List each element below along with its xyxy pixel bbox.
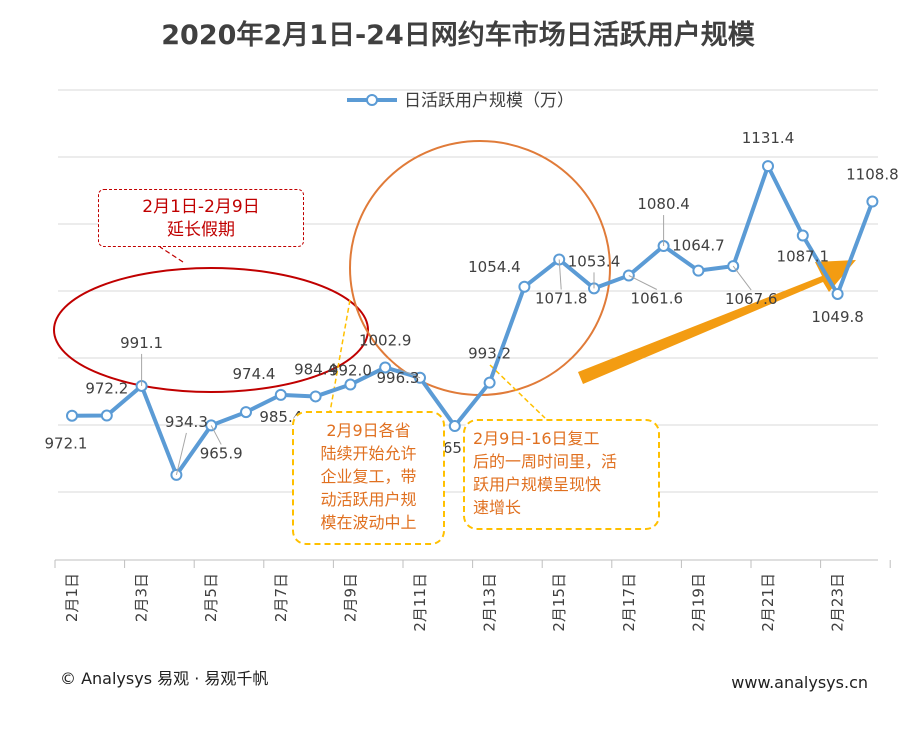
trend-arrow: [578, 260, 856, 384]
reopen-callout: 2月9日各省 陆续开始允许 企业复工，带 动活跃用户规 模在波动中上: [292, 411, 445, 545]
data-point: [762, 160, 774, 173]
data-point: [100, 409, 113, 422]
x-tick-label: 2月23日: [829, 573, 847, 632]
data-label-leader: [175, 432, 187, 476]
data-labels: 972.1 972.2 991.1 934.3 965.9 974.4 985.4 984.4…: [45, 129, 899, 476]
data-label-leader: [210, 425, 222, 445]
decorations: [53, 140, 856, 419]
x-tick-label: 2月7日: [272, 573, 290, 622]
legend-marker: [366, 94, 378, 106]
data-label: 1061.6: [631, 289, 684, 307]
data-point: [692, 264, 705, 277]
data-label: 972.2: [85, 380, 128, 398]
data-label: 972.1: [45, 435, 88, 453]
x-tick-label: 2月5日: [202, 573, 220, 622]
data-label: 965.9: [200, 444, 243, 462]
holiday-callout-line-2: 延长假期: [167, 220, 235, 240]
data-point: [796, 229, 809, 242]
data-point: [379, 361, 392, 374]
series-polyline: [71, 164, 875, 477]
data-label: 934.3: [165, 413, 208, 431]
data-label: 985.4: [259, 408, 302, 426]
data-point: [309, 390, 322, 403]
data-label: 1131.4: [742, 129, 795, 147]
data-label: 1064.7: [672, 237, 725, 255]
data-label: 1002.9: [359, 331, 412, 349]
data-label-leader: [397, 368, 421, 379]
data-label-leader: [628, 275, 658, 290]
data-label: 984.4: [294, 360, 337, 378]
x-tick-label: 2月17日: [620, 573, 638, 632]
x-tick-label: 2月3日: [133, 573, 151, 622]
data-label: 993.2: [468, 345, 511, 363]
x-tick-label: 2月1日: [63, 573, 81, 622]
data-label: 991.1: [120, 334, 163, 352]
holiday-ellipse: [53, 267, 369, 393]
growth-callout-pointer: [489, 364, 546, 419]
data-label-leader: [558, 259, 562, 290]
reopen-callout-line-3: 企业复工，带: [320, 467, 417, 486]
data-point: [274, 388, 287, 401]
data-label: 996.3: [377, 369, 420, 387]
growth-callout-line-3: 跃用户规模呈现快: [473, 475, 602, 494]
reopen-callout-line-2: 陆续开始允许: [320, 444, 417, 463]
data-point: [483, 376, 496, 389]
reopen-callout-line-1: 2月9日各省: [326, 421, 411, 440]
data-label: 1071.8: [535, 290, 588, 308]
holiday-callout: 2月1日-2月9日 延长假期: [98, 189, 304, 247]
data-point: [344, 378, 357, 391]
data-label: 1049.8: [811, 308, 864, 326]
data-label: 1054.4: [468, 258, 521, 276]
reopen-callout-pointer: [329, 299, 351, 413]
growth-callout: 2月9日-16日复工 后的一周时间里，活 跃用户规模呈现快 速增长: [463, 419, 660, 530]
reopen-callout-line-5: 模在波动中上: [320, 513, 417, 532]
data-label: 992.0: [329, 362, 372, 380]
x-axis: 2月1日 2月3日 2月5日 2月7日 2月9日 2月11日 2月13日 2月15日 2月17日…: [54, 559, 891, 632]
data-label: 1067.6: [725, 290, 778, 308]
data-point: [866, 195, 879, 208]
footer-website: www.analysys.cn: [731, 673, 868, 692]
x-tick-label: 2月11日: [411, 573, 429, 632]
data-label: 1087.1: [777, 248, 830, 266]
x-tick-label: 2月15日: [550, 573, 568, 632]
data-label: 1053.4: [568, 252, 621, 270]
x-tick-label: 2月9日: [341, 573, 359, 622]
x-tick-label: 2月21日: [759, 573, 777, 632]
legend: 日活跃用户规模（万）: [347, 91, 574, 111]
data-point: [518, 280, 531, 293]
data-point: [66, 409, 78, 422]
growth-callout-line-4: 速增长: [473, 498, 522, 517]
reopen-callout-line-4: 动活跃用户规: [320, 490, 417, 509]
data-point: [240, 406, 252, 419]
holiday-callout-line-1: 2月1日-2月9日: [142, 197, 260, 217]
data-label: 1108.8: [846, 166, 899, 184]
data-point: [448, 420, 461, 433]
data-point: [831, 287, 844, 300]
data-label: 974.4: [233, 365, 276, 383]
data-label: 1080.4: [637, 195, 690, 213]
chart-title: 2020年2月1日-24日网约车市场日活跃用户规模: [161, 19, 755, 51]
x-tick-label: 2月13日: [481, 573, 499, 632]
growth-callout-line-1: 2月9日-16日复工: [473, 429, 600, 448]
legend-entry: 日活跃用户规模（万）: [404, 91, 574, 111]
data-label-leader: [732, 265, 752, 291]
x-tick-label: 2月19日: [689, 573, 707, 632]
footer-copyright: © Analysys 易观 · 易观千帆: [60, 669, 269, 688]
growth-callout-line-2: 后的一周时间里，活: [473, 452, 618, 471]
holiday-callout-pointer: [159, 246, 184, 263]
